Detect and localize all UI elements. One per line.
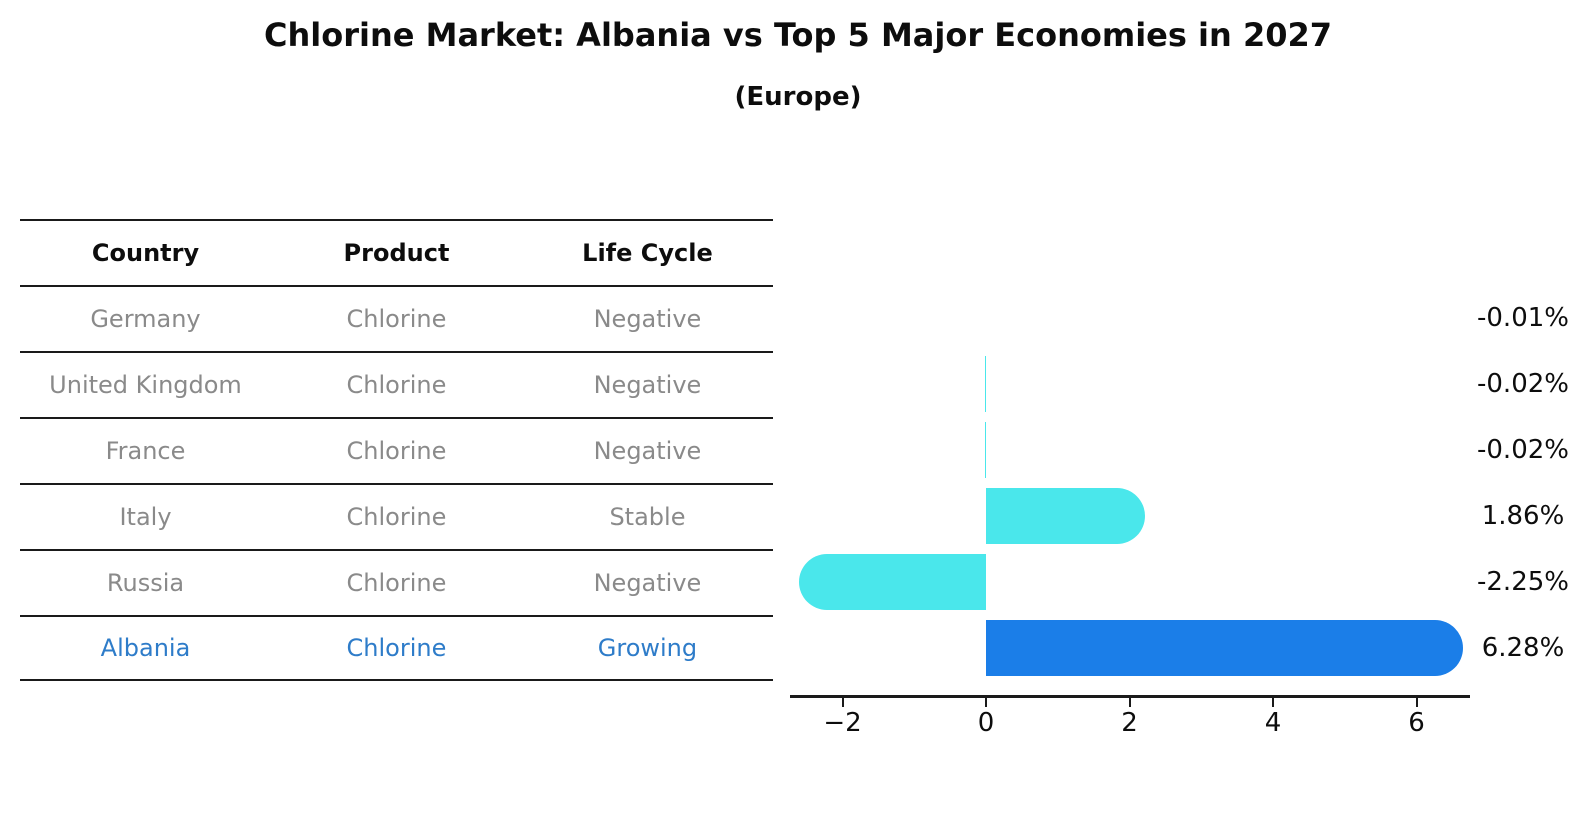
table-cell-life-cycle: Negative xyxy=(593,437,702,465)
x-axis-tick xyxy=(1415,698,1418,707)
data-table: Country Product Life Cycle Germany Chlorine… xyxy=(20,219,773,681)
table-cell-country: United Kingdom xyxy=(49,371,242,399)
value-label-albania: 6.28% xyxy=(1481,633,1565,663)
x-axis-tick xyxy=(841,698,844,707)
bar-albania xyxy=(986,620,1463,676)
x-axis-tick-label: 0 xyxy=(977,708,995,738)
bar-united-kingdom xyxy=(984,356,986,412)
table-row-albania: Albania Chlorine Growing xyxy=(20,615,773,681)
table-cell-country: Albania xyxy=(100,634,191,662)
table-cell-product: Chlorine xyxy=(346,634,447,662)
x-axis-tick xyxy=(1272,698,1274,707)
bar-italy xyxy=(986,488,1146,544)
bar-france xyxy=(984,422,986,478)
table-cell-life-cycle: Negative xyxy=(593,371,702,399)
table-header-cell: Country xyxy=(91,239,200,267)
chart-subtitle: (Europe) xyxy=(734,82,862,112)
x-axis-line xyxy=(790,695,1470,698)
table-cell-country: Germany xyxy=(90,305,201,333)
table-row-italy: Italy Chlorine Stable xyxy=(20,483,773,549)
x-axis-tick xyxy=(985,698,987,707)
table-header-cell: Product xyxy=(343,239,450,267)
x-axis-tick xyxy=(1128,698,1131,707)
table-row-france: France Chlorine Negative xyxy=(20,417,773,483)
bar-russia xyxy=(798,554,986,610)
value-label-germany: -0.01% xyxy=(1477,303,1569,333)
table-header-cell: Life Cycle xyxy=(582,239,713,267)
table-header-row: Country Product Life Cycle xyxy=(20,219,773,285)
table-cell-life-cycle: Growing xyxy=(597,634,698,662)
x-axis-tick-label: 6 xyxy=(1408,708,1425,738)
table-cell-country: France xyxy=(105,437,186,465)
x-axis-tick-label: 4 xyxy=(1264,708,1282,738)
table-cell-country: Russia xyxy=(106,569,185,597)
table-row-united-kingdom: United Kingdom Chlorine Negative xyxy=(20,351,773,417)
table-cell-product: Chlorine xyxy=(346,503,447,531)
table-cell-product: Chlorine xyxy=(346,569,447,597)
value-label-united-kingdom: -0.02% xyxy=(1477,369,1569,399)
table-row-russia: Russia Chlorine Negative xyxy=(20,549,773,615)
value-label-russia: -2.25% xyxy=(1477,567,1569,597)
table-cell-life-cycle: Stable xyxy=(609,503,686,531)
table-cell-product: Chlorine xyxy=(346,371,447,399)
x-axis-tick-label: −2 xyxy=(823,708,862,738)
value-label-italy: 1.86% xyxy=(1481,501,1565,531)
table-cell-product: Chlorine xyxy=(346,305,447,333)
table-cell-country: Italy xyxy=(119,503,172,531)
table-cell-product: Chlorine xyxy=(346,437,447,465)
table-cell-life-cycle: Negative xyxy=(593,569,702,597)
chart-title: Chlorine Market: Albania vs Top 5 Major … xyxy=(264,16,1332,54)
value-label-france: -0.02% xyxy=(1477,435,1569,465)
x-axis-tick-label: 2 xyxy=(1121,708,1138,738)
table-cell-life-cycle: Negative xyxy=(593,305,702,333)
table-row-germany: Germany Chlorine Negative xyxy=(20,285,773,351)
